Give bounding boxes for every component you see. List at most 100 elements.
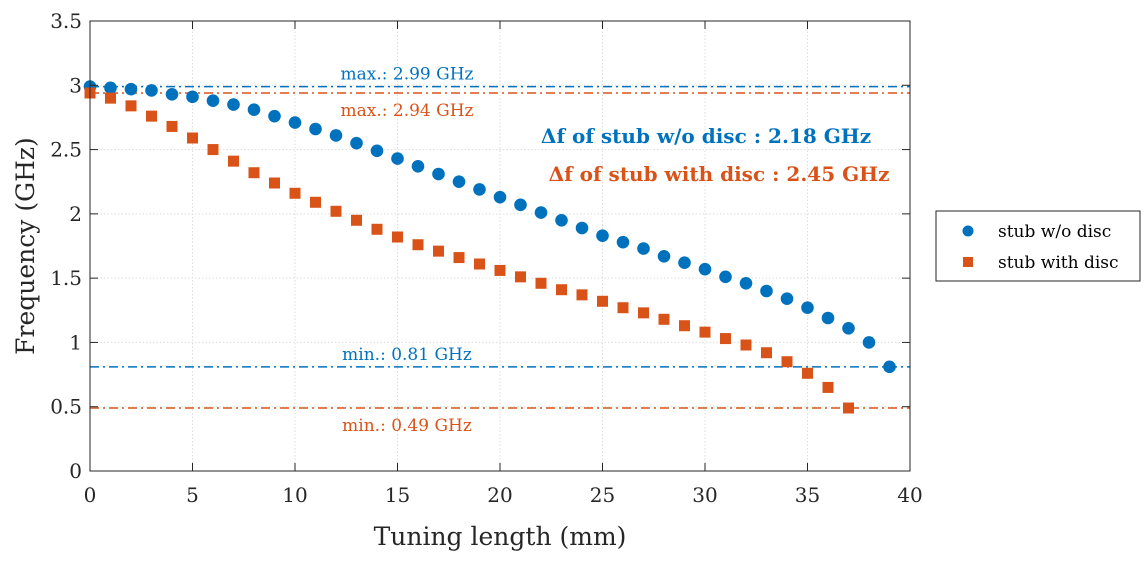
data-point <box>206 94 220 108</box>
data-point <box>145 84 158 97</box>
data-point <box>392 231 403 243</box>
data-point <box>883 360 896 374</box>
x-tick-label: 25 <box>590 483 615 507</box>
data-point <box>843 402 854 414</box>
data-point <box>125 100 137 112</box>
data-point <box>248 167 260 179</box>
x-tick-label: 15 <box>385 483 410 507</box>
data-point <box>514 198 527 212</box>
data-point <box>637 242 650 255</box>
data-point <box>780 292 794 306</box>
reference-label: min.: 0.49 GHz <box>342 416 472 436</box>
data-point <box>862 336 876 349</box>
data-point <box>412 239 424 251</box>
data-point <box>166 120 178 132</box>
data-point <box>616 235 630 249</box>
data-point <box>247 103 261 117</box>
data-point <box>329 129 343 142</box>
data-point <box>411 159 425 173</box>
data-point <box>351 214 362 226</box>
data-point <box>842 321 855 335</box>
data-point <box>720 333 731 345</box>
reference-label: min.: 0.81 GHz <box>342 345 472 365</box>
x-tick-label: 40 <box>897 483 922 507</box>
x-tick-label: 30 <box>692 483 717 507</box>
data-point <box>473 183 486 196</box>
data-point <box>535 277 547 289</box>
annotation-delta-with-disc: Δf of stub with disc : 2.45 GHz <box>549 162 890 186</box>
data-point <box>310 196 321 208</box>
data-point <box>207 144 219 156</box>
data-point <box>781 356 793 368</box>
data-point <box>104 81 117 95</box>
data-point <box>187 132 198 144</box>
data-point <box>269 177 280 189</box>
data-point <box>740 339 752 351</box>
data-point <box>515 271 526 283</box>
data-point <box>268 109 281 123</box>
data-point <box>761 347 772 359</box>
data-point <box>288 116 302 129</box>
data-point <box>760 284 773 298</box>
data-point <box>575 221 589 235</box>
data-point <box>371 223 383 235</box>
legend-label-stub-with-disc: stub with disc <box>998 253 1119 273</box>
y-tick-label: 2 <box>69 202 82 226</box>
y-tick-label: 2.5 <box>50 138 82 162</box>
y-tick-label: 0.5 <box>50 395 82 419</box>
x-tick-label: 20 <box>487 483 512 507</box>
data-point <box>596 229 609 243</box>
reference-labels: max.: 2.99 GHz max.: 2.94 GHz min.: 0.81 G… <box>341 65 474 436</box>
reference-lines <box>90 85 910 409</box>
data-markers <box>83 80 896 414</box>
axis-ticks: 0 5 10 15 20 25 30 35 40 0 0.5 1 1.5 2 2.5 3 3.5 <box>50 9 923 507</box>
data-point <box>555 213 568 227</box>
y-axis-label: Frequency (GHz) <box>11 137 40 355</box>
legend-box <box>935 210 1141 282</box>
data-point <box>309 122 322 136</box>
data-point <box>391 152 404 165</box>
data-point <box>821 311 835 325</box>
data-point <box>822 381 834 393</box>
x-tick-label: 35 <box>795 483 820 507</box>
legend-marker-stub-with-disc <box>963 257 973 267</box>
data-point <box>493 190 507 204</box>
data-point <box>576 289 588 301</box>
data-point <box>657 249 671 263</box>
data-point <box>124 82 138 96</box>
data-point <box>658 313 670 325</box>
data-point <box>801 301 814 315</box>
data-point <box>494 264 506 276</box>
data-point <box>227 98 240 111</box>
legend-marker-stub-without-disc <box>962 225 974 237</box>
data-point <box>370 144 384 158</box>
reference-label: max.: 2.99 GHz <box>341 65 474 85</box>
y-tick-label: 3 <box>69 73 82 97</box>
x-tick-label: 5 <box>186 483 199 507</box>
data-point <box>330 205 342 217</box>
data-point <box>146 110 157 122</box>
grid <box>90 21 910 471</box>
data-point <box>699 326 711 338</box>
data-point <box>719 270 732 284</box>
data-point <box>534 206 548 219</box>
legend: stub w/o disc stub with disc <box>935 210 1141 282</box>
data-point <box>105 92 116 104</box>
annotation-delta-without-disc: Δf of stub w/o disc : 2.18 GHz <box>541 124 871 148</box>
data-point <box>638 307 649 319</box>
data-point <box>678 256 691 270</box>
data-point <box>698 262 712 276</box>
data-point <box>432 167 445 181</box>
x-tick-label: 0 <box>84 483 97 507</box>
reference-label: max.: 2.94 GHz <box>341 101 474 121</box>
data-point <box>597 295 608 307</box>
data-point <box>802 367 813 379</box>
data-point <box>289 187 301 199</box>
legend-label-stub-without-disc: stub w/o disc <box>998 222 1111 242</box>
data-point <box>165 87 179 101</box>
data-point <box>556 284 567 296</box>
data-point <box>350 136 363 150</box>
x-axis-label: Tuning length (mm) <box>374 522 627 551</box>
y-tick-label: 3.5 <box>50 9 82 33</box>
